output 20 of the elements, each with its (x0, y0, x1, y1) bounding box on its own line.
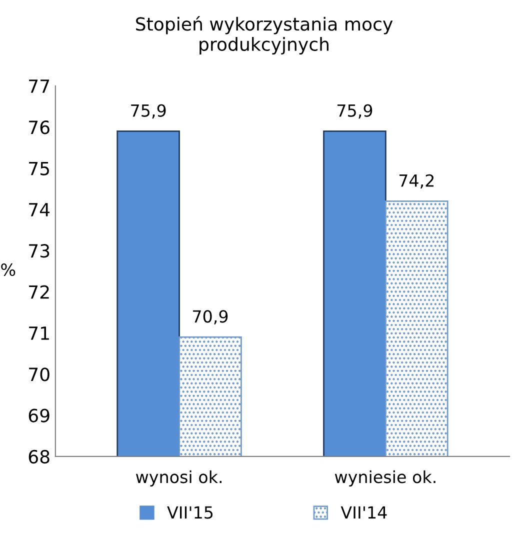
y-tick-label: 75 (29, 162, 49, 176)
y-tick-label: 72 (29, 285, 49, 299)
y-axis-title: % (1, 263, 16, 276)
y-tick-label: 69 (28, 408, 50, 422)
data-label: 75,9 (131, 104, 166, 119)
y-tick-label: 77 (29, 80, 50, 93)
y-tick-label: 73 (29, 244, 50, 258)
legend-label: VII'14 (340, 506, 387, 519)
x-tick-label: wyniesie ok. (334, 470, 436, 486)
legend-label: VII'15 (167, 506, 213, 519)
data-label: 75,9 (338, 104, 372, 119)
data-label: 74,2 (399, 174, 434, 189)
y-tick-label: 74 (29, 203, 50, 216)
data-label: 70,9 (193, 310, 228, 324)
chart-title: Stopień wykorzystania mocy produkcyjnych (136, 16, 393, 55)
x-tick-label: wynosi ok. (136, 470, 222, 486)
y-tick-label: 76 (29, 120, 50, 134)
y-tick-label: 68 (28, 450, 50, 464)
y-tick-label: 71 (29, 326, 49, 340)
y-tick-label: 70 (29, 368, 50, 382)
